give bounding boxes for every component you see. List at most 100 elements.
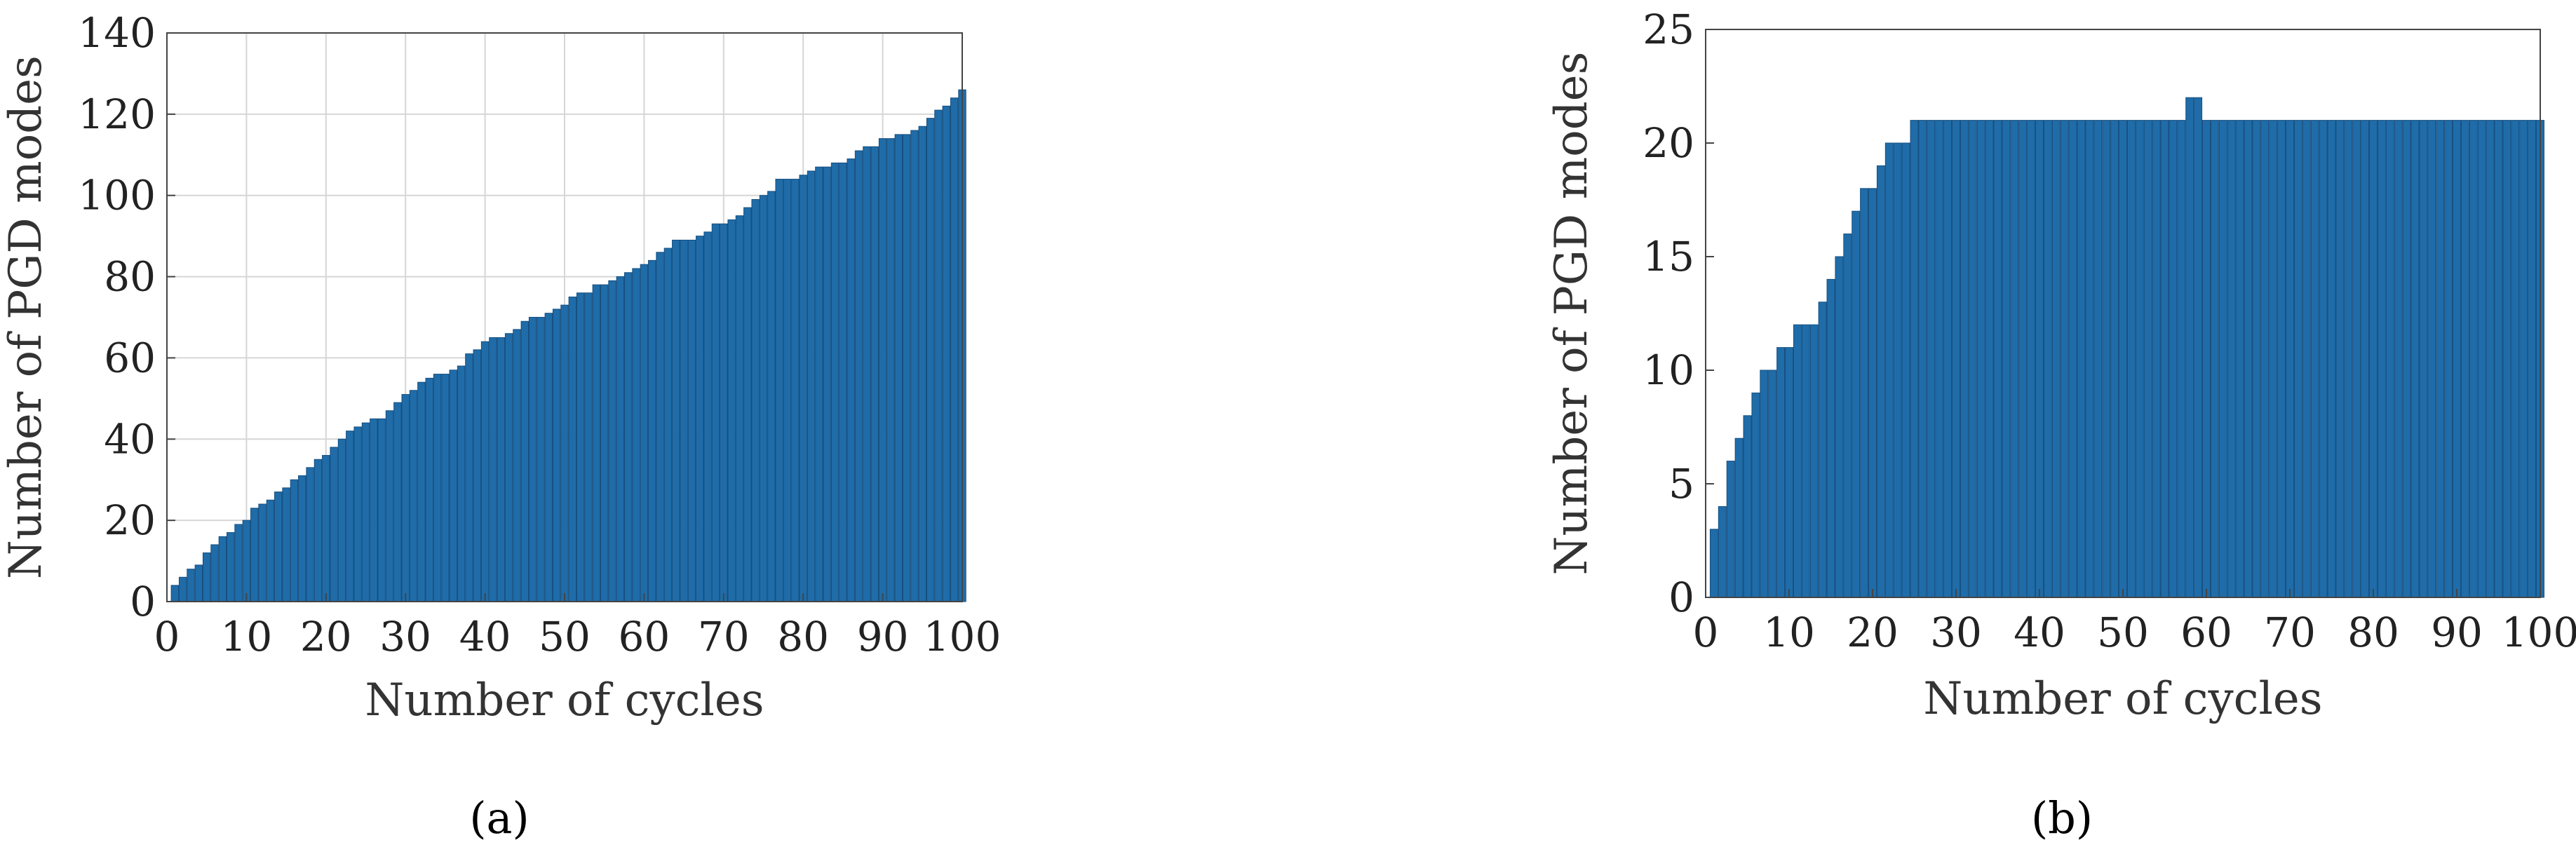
x-tick-label: 30 <box>379 613 431 660</box>
bar-b-10 <box>1785 347 1793 598</box>
bar-a-28 <box>385 410 394 602</box>
bar-a-62 <box>656 252 664 602</box>
bar-a-88 <box>863 146 871 602</box>
bar-b-14 <box>1818 301 1827 598</box>
bar-a-14 <box>274 492 283 602</box>
bar-b-2 <box>1718 506 1727 598</box>
bar-a-34 <box>433 374 442 602</box>
x-ticks-b: 0 10 20 30 40 50 60 70 80 90 100 <box>1693 589 2576 656</box>
y-tick-label: 100 <box>78 172 156 219</box>
bar-b-75 <box>2327 120 2336 598</box>
bar-b-16 <box>1835 256 1844 598</box>
bar-a-74 <box>751 199 760 602</box>
x-tick-label: 90 <box>2431 609 2483 656</box>
bar-b-67 <box>2260 120 2270 598</box>
x-tick-label: 70 <box>2264 609 2316 656</box>
bar-a-55 <box>600 284 609 602</box>
bar-a-59 <box>632 268 640 602</box>
bar-b-92 <box>2469 120 2478 598</box>
bar-a-67 <box>696 236 704 602</box>
x-tick-label: 80 <box>2347 609 2399 656</box>
bar-a-2 <box>178 576 187 602</box>
bar-b-39 <box>2027 120 2036 598</box>
x-tick-label: 50 <box>539 613 591 660</box>
y-tick-label: 0 <box>1668 574 1694 621</box>
bar-b-61 <box>2210 120 2219 598</box>
x-tick-label: 70 <box>698 613 750 660</box>
bar-a-64 <box>672 239 680 602</box>
bar-a-84 <box>830 162 839 602</box>
bar-a-19 <box>313 459 323 602</box>
bar-b-34 <box>1985 120 1994 598</box>
bar-a-99 <box>950 97 959 602</box>
bar-a-29 <box>393 402 402 602</box>
bar-a-45 <box>520 320 530 602</box>
y-tick-label: 80 <box>104 253 156 301</box>
bar-b-33 <box>1976 120 1985 598</box>
bar-a-60 <box>640 264 649 602</box>
bar-b-8 <box>1768 370 1777 598</box>
bar-a-31 <box>409 390 418 602</box>
bar-b-51 <box>2126 120 2136 598</box>
bar-a-75 <box>759 195 768 602</box>
bar-b-25 <box>1910 120 1919 598</box>
bar-b-12 <box>1801 324 1810 598</box>
bar-b-46 <box>2085 120 2094 598</box>
bar-b-50 <box>2119 120 2127 598</box>
y-tick-label: 20 <box>104 496 156 544</box>
bar-a-65 <box>680 239 688 602</box>
y-tick-label: 5 <box>1668 460 1694 508</box>
bar-b-64 <box>2235 120 2244 598</box>
bar-a-81 <box>807 170 816 602</box>
bar-b-32 <box>1968 120 1977 598</box>
x-tick-label: 50 <box>2097 609 2149 656</box>
panel-caption-a: (a) <box>469 792 529 843</box>
bar-b-22 <box>1884 142 1894 598</box>
bar-a-82 <box>815 166 823 602</box>
bar-b-35 <box>1993 120 2002 598</box>
bar-b-43 <box>2060 120 2069 598</box>
bar-b-52 <box>2135 120 2144 598</box>
bar-b-4 <box>1734 438 1744 598</box>
bar-b-38 <box>2018 120 2028 598</box>
bar-b-84 <box>2402 120 2411 598</box>
bar-b-9 <box>1776 347 1786 598</box>
x-tick-label: 20 <box>1847 609 1899 656</box>
bar-a-58 <box>624 272 633 602</box>
x-tick-label: 40 <box>459 613 511 660</box>
bar-a-91 <box>886 138 895 602</box>
bar-a-72 <box>735 215 744 602</box>
bar-b-79 <box>2361 120 2370 598</box>
bar-b-48 <box>2102 120 2111 598</box>
bar-b-60 <box>2202 120 2211 598</box>
bar-b-71 <box>2293 120 2302 598</box>
bar-a-4 <box>194 564 203 602</box>
panel-caption-b: (b) <box>2031 792 2093 843</box>
bar-a-94 <box>910 130 919 602</box>
bar-a-86 <box>847 158 855 602</box>
bar-a-56 <box>608 280 616 602</box>
bar-b-29 <box>1943 120 1953 598</box>
bar-b-89 <box>2444 120 2453 598</box>
bar-a-7 <box>218 536 227 602</box>
bar-b-68 <box>2269 120 2278 598</box>
bar-a-40 <box>480 341 490 602</box>
bar-a-80 <box>799 175 807 602</box>
bar-b-27 <box>1927 120 1936 598</box>
bar-b-54 <box>2152 120 2161 598</box>
bar-a-49 <box>552 309 561 602</box>
bar-b-13 <box>1809 324 1819 598</box>
y-tick-label: 10 <box>1643 346 1694 394</box>
bar-b-63 <box>2227 120 2236 598</box>
bar-a-3 <box>187 569 195 602</box>
bar-a-30 <box>401 394 410 602</box>
y-tick-label: 40 <box>104 415 156 463</box>
bar-a-21 <box>330 447 338 602</box>
bar-a-41 <box>489 337 497 602</box>
bar-b-65 <box>2244 120 2253 598</box>
y-tick-label: 60 <box>104 334 156 381</box>
bar-a-26 <box>370 418 378 602</box>
x-tick-label: 100 <box>2502 609 2576 656</box>
bar-a-78 <box>783 179 792 602</box>
bar-b-44 <box>2068 120 2077 598</box>
